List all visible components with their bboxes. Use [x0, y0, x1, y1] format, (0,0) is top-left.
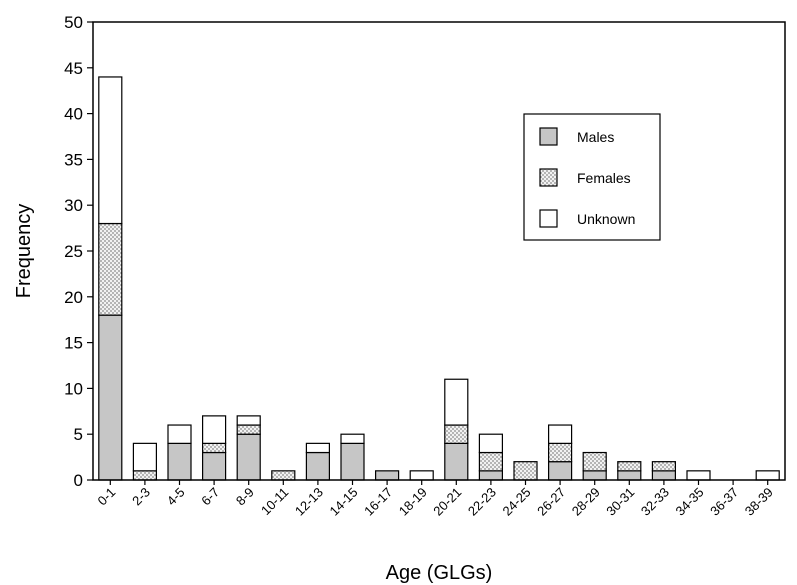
- x-axis-title: Age (GLGs): [386, 562, 493, 584]
- bar-unknown-12-13: [305, 442, 330, 454]
- x-axis: 0-1 2-3 4-5 6-7 8-9 10-11 12-13 14-15 16-17 18-19…: [95, 480, 776, 519]
- y-tick-label: 45: [64, 59, 83, 78]
- bar-females-24-25: [513, 461, 538, 481]
- x-tick-label: 26-27: [534, 485, 568, 519]
- x-tick-label: 22-23: [465, 485, 499, 519]
- y-tick-label: 0: [74, 471, 83, 490]
- y-tick-label: 5: [74, 425, 83, 444]
- y-tick-label: 15: [64, 334, 83, 353]
- bar-males-6-7: [202, 451, 227, 481]
- bar-females-10-11: [271, 470, 296, 481]
- bar-unknown-18-19: [409, 470, 434, 481]
- bar-unknown-8-9: [236, 415, 261, 426]
- x-tick-label: 24-25: [500, 485, 534, 519]
- y-tick-label: 30: [64, 196, 83, 215]
- legend-label-females: Females: [577, 170, 631, 186]
- bar-males-12-13: [305, 451, 330, 481]
- legend-label-males: Males: [577, 129, 614, 145]
- legend-label-unknown: Unknown: [577, 211, 635, 227]
- bar-unknown-0-1: [98, 76, 123, 225]
- bar-males-0-1: [98, 314, 123, 481]
- y-tick-label: 40: [64, 105, 83, 124]
- x-tick-label: 36-37: [707, 485, 741, 519]
- x-tick-label: 10-11: [258, 485, 291, 518]
- bar-males-16-17: [375, 470, 400, 481]
- x-tick-label: 12-13: [292, 485, 326, 519]
- x-tick-label: 28-29: [569, 485, 603, 519]
- x-tick-label: 6-7: [198, 485, 222, 509]
- bar-males-28-29: [582, 470, 607, 481]
- y-axis: 0 5 10 15 20 25 30 35 40 45 50: [64, 13, 93, 490]
- y-tick-label: 10: [64, 379, 83, 398]
- x-tick-label: 30-31: [603, 485, 637, 519]
- y-axis-title: Frequency: [13, 204, 35, 299]
- x-tick-label: 8-9: [233, 485, 257, 509]
- x-tick-label: 0-1: [95, 485, 119, 509]
- bar-unknown-14-15: [340, 433, 365, 444]
- bar-males-30-31: [617, 470, 642, 481]
- y-tick-label: 35: [64, 150, 83, 169]
- x-tick-label: 18-19: [396, 485, 430, 519]
- bar-females-0-1: [98, 222, 123, 316]
- x-tick-label: 14-15: [327, 485, 361, 519]
- bar-males-20-21: [444, 442, 469, 481]
- x-tick-label: 16-17: [361, 485, 395, 519]
- y-tick-label: 25: [64, 242, 83, 261]
- bar-females-2-3: [132, 470, 157, 481]
- x-tick-label: 2-3: [129, 485, 153, 509]
- bar-females-26-27: [547, 442, 573, 463]
- bar-females-30-31: [617, 461, 642, 472]
- bar-males-32-33: [651, 470, 677, 481]
- bar-females-22-23: [478, 451, 503, 472]
- y-tick-label: 20: [64, 288, 83, 307]
- legend: Males Females Unknown: [523, 113, 661, 241]
- bar-males-22-23: [478, 470, 503, 481]
- bar-males-8-9: [236, 433, 261, 481]
- bar-unknown-2-3: [132, 442, 157, 472]
- bar-females-8-9: [236, 424, 261, 435]
- bar-males-14-15: [340, 442, 365, 481]
- bar-unknown-4-5: [167, 424, 192, 444]
- bar-unknown-26-27: [547, 424, 573, 444]
- bars-group: [98, 76, 780, 481]
- plot-frame: [92, 21, 786, 481]
- y-tick-label: 50: [64, 13, 83, 32]
- bar-females-32-33: [651, 461, 677, 472]
- x-tick-label: 32-33: [638, 485, 672, 519]
- bar-females-6-7: [202, 442, 227, 454]
- bar-unknown-22-23: [478, 433, 503, 454]
- legend-swatch-females: [539, 168, 558, 187]
- bar-males-26-27: [547, 461, 573, 481]
- x-tick-label: 20-21: [430, 485, 464, 519]
- bar-females-28-29: [582, 451, 607, 472]
- x-tick-label: 38-39: [742, 485, 776, 519]
- bar-males-4-5: [167, 442, 192, 481]
- bar-unknown-38-39: [755, 470, 780, 481]
- x-tick-label: 34-35: [673, 485, 707, 519]
- legend-swatch-unknown: [539, 209, 558, 228]
- bar-unknown-6-7: [202, 415, 227, 444]
- bar-unknown-34-35: [686, 470, 711, 481]
- bar-females-20-21: [444, 424, 469, 444]
- legend-swatch-males: [539, 127, 558, 146]
- bar-unknown-20-21: [444, 378, 469, 426]
- x-tick-label: 4-5: [164, 485, 188, 509]
